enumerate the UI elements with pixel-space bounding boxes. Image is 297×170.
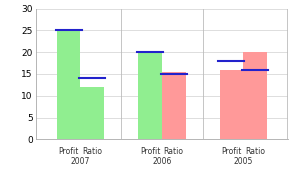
Bar bbox=[138, 52, 162, 139]
Bar bbox=[57, 30, 80, 139]
Bar bbox=[243, 52, 267, 139]
Text: 2006: 2006 bbox=[152, 157, 172, 166]
Text: Ratio: Ratio bbox=[82, 147, 102, 156]
Bar bbox=[80, 87, 104, 139]
Text: Ratio: Ratio bbox=[164, 147, 184, 156]
Bar bbox=[219, 70, 243, 139]
Text: Ratio: Ratio bbox=[245, 147, 265, 156]
Text: 2005: 2005 bbox=[234, 157, 253, 166]
Text: Profit: Profit bbox=[221, 147, 242, 156]
Text: Profit: Profit bbox=[140, 147, 160, 156]
Text: Profit: Profit bbox=[59, 147, 79, 156]
Text: 2007: 2007 bbox=[71, 157, 90, 166]
Bar bbox=[162, 72, 186, 139]
